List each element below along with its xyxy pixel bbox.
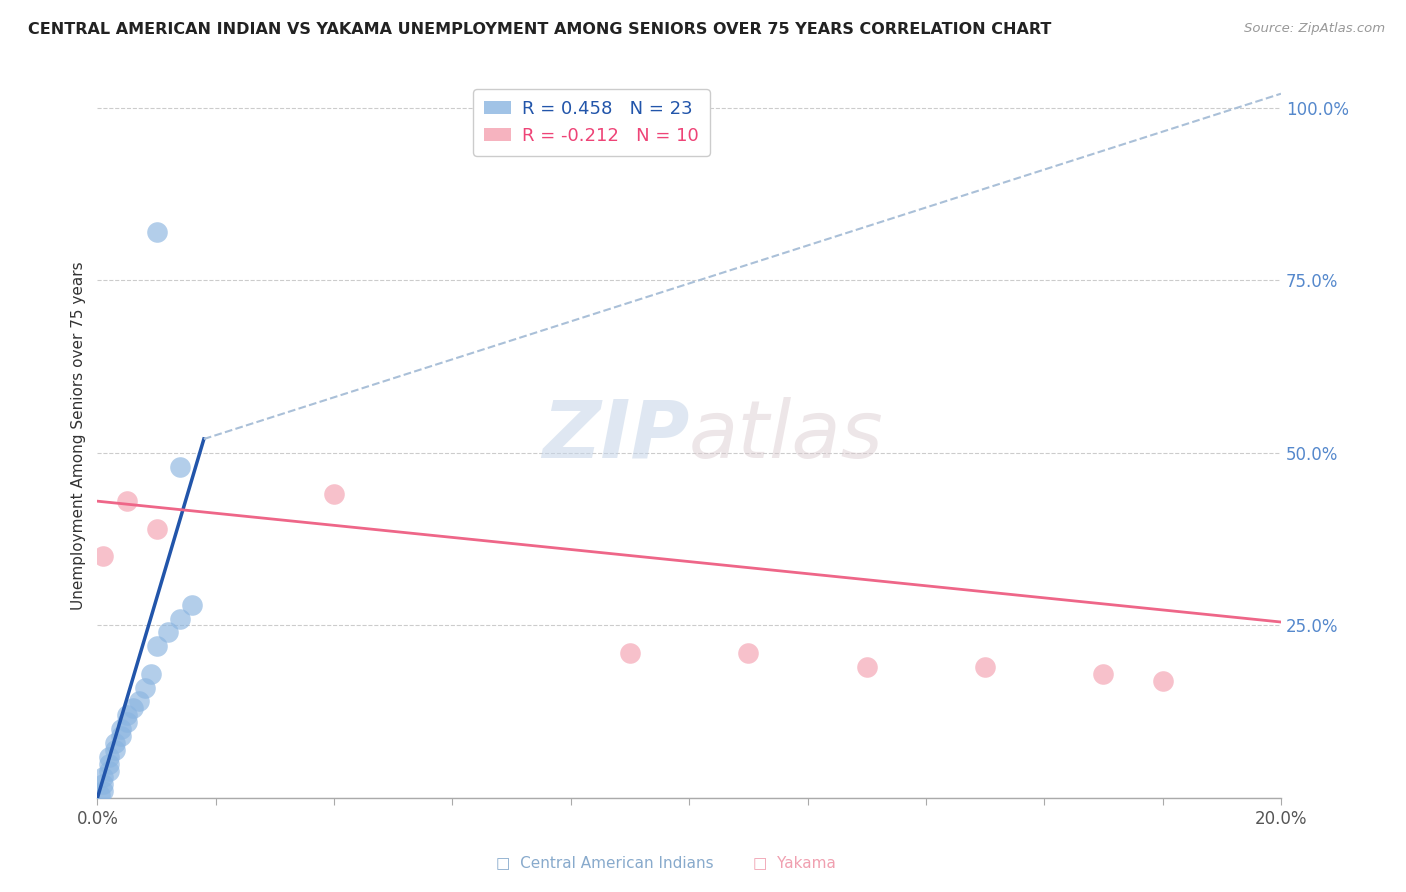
Point <box>115 715 138 730</box>
Point <box>737 646 759 660</box>
Point <box>98 764 121 778</box>
Y-axis label: Unemployment Among Seniors over 75 years: Unemployment Among Seniors over 75 years <box>72 261 86 610</box>
Point <box>855 660 877 674</box>
Point <box>1152 673 1174 688</box>
Point <box>89 788 111 802</box>
Point <box>110 722 132 736</box>
Point <box>134 681 156 695</box>
Point <box>121 701 143 715</box>
Point <box>91 549 114 564</box>
Legend: R = 0.458   N = 23, R = -0.212   N = 10: R = 0.458 N = 23, R = -0.212 N = 10 <box>474 89 710 156</box>
Text: □  Central American Indians: □ Central American Indians <box>496 855 713 870</box>
Text: □  Yakama: □ Yakama <box>754 855 835 870</box>
Point <box>110 729 132 743</box>
Point <box>104 736 127 750</box>
Point <box>145 639 167 653</box>
Point <box>139 666 162 681</box>
Text: Source: ZipAtlas.com: Source: ZipAtlas.com <box>1244 22 1385 36</box>
Text: CENTRAL AMERICAN INDIAN VS YAKAMA UNEMPLOYMENT AMONG SENIORS OVER 75 YEARS CORRE: CENTRAL AMERICAN INDIAN VS YAKAMA UNEMPL… <box>28 22 1052 37</box>
Point <box>115 494 138 508</box>
Point <box>98 756 121 771</box>
Point <box>157 625 180 640</box>
Point <box>91 771 114 785</box>
Point <box>145 522 167 536</box>
Text: ZIP: ZIP <box>541 397 689 475</box>
Point <box>169 459 191 474</box>
Point <box>128 694 150 708</box>
Point <box>974 660 997 674</box>
Point <box>145 225 167 239</box>
Point <box>169 611 191 625</box>
Point <box>91 777 114 791</box>
Point <box>323 487 346 501</box>
Point <box>115 708 138 723</box>
Point <box>104 743 127 757</box>
Point <box>91 784 114 798</box>
Point <box>181 598 204 612</box>
Text: atlas: atlas <box>689 397 884 475</box>
Point <box>1092 666 1115 681</box>
Point <box>619 646 641 660</box>
Point <box>98 749 121 764</box>
